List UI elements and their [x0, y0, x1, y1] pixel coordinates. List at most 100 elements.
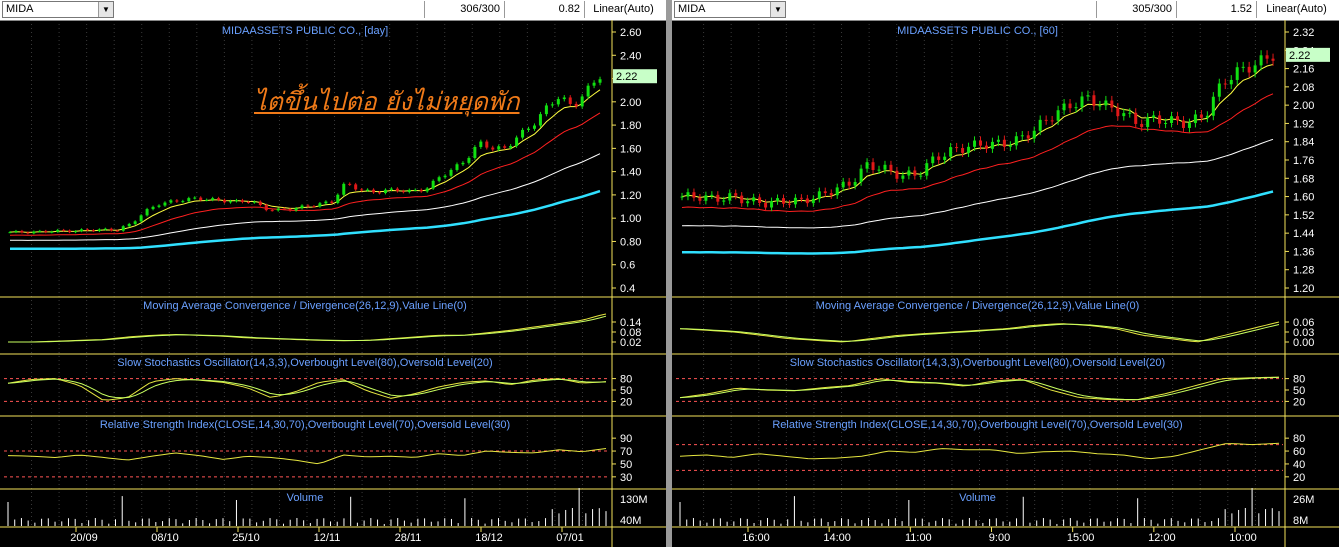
- candle-body: [598, 79, 602, 83]
- candle-body: [996, 139, 1000, 142]
- candle-body: [1241, 66, 1245, 68]
- candle-body: [919, 175, 923, 177]
- candle-body: [770, 201, 774, 208]
- candle-body: [1140, 123, 1144, 127]
- macd-tick-label: 0.14: [620, 317, 641, 329]
- candle-body: [38, 230, 42, 232]
- right-counter: 305/300: [1096, 1, 1176, 18]
- price-title: MIDAASSETS PUBLIC CO., [day]: [222, 25, 388, 37]
- price-tick-label: 1.84: [1293, 137, 1314, 149]
- candle-body: [1223, 83, 1227, 85]
- ma-long-line: [10, 189, 601, 251]
- rsi-tick-label: 30: [620, 472, 632, 484]
- candle-body: [865, 162, 869, 169]
- candle-body: [1199, 114, 1203, 118]
- candle-body: [223, 199, 227, 203]
- candle-body: [716, 194, 720, 202]
- candle-body: [85, 229, 89, 231]
- candle-body: [1211, 96, 1215, 116]
- candle-body: [461, 162, 465, 165]
- price-tick-label: 2.16: [1293, 64, 1314, 76]
- candle-body: [877, 169, 881, 171]
- candle-body: [895, 170, 899, 179]
- candle-body: [485, 141, 489, 148]
- candle-body: [973, 140, 977, 147]
- left-scale-mode[interactable]: Linear(Auto): [584, 1, 662, 18]
- left-symbol-select[interactable]: MIDA ▼: [2, 1, 114, 18]
- candle-body: [413, 189, 417, 191]
- candle-body: [853, 182, 857, 186]
- candle-body: [1074, 107, 1078, 109]
- candle-body: [1176, 116, 1180, 121]
- price-tick-label: 1.76: [1293, 155, 1314, 167]
- candle-body: [1152, 115, 1156, 118]
- price-tick-label: 1.44: [1293, 228, 1314, 240]
- ma-fast-line: [9, 89, 601, 233]
- candle-body: [139, 215, 143, 222]
- candle-body: [74, 231, 78, 233]
- candle-body: [979, 140, 982, 146]
- panel-divider[interactable]: [666, 0, 672, 547]
- candle-body: [205, 199, 209, 201]
- date-tick-label: 14:00: [823, 532, 851, 544]
- candle-body: [211, 198, 215, 200]
- candle-body: [758, 197, 762, 203]
- candle-body: [1026, 135, 1030, 139]
- left-chart-svg: 2.602.402.202.001.801.601.401.201.000.80…: [0, 20, 666, 547]
- price-tick-label: 0.6: [620, 260, 635, 272]
- candle-body: [871, 162, 875, 170]
- rsi-tick-label: 40: [1293, 459, 1305, 471]
- price-tick-label: 1.60: [620, 143, 641, 155]
- ma-short-line: [9, 112, 601, 236]
- candle-body: [710, 194, 714, 196]
- candle-body: [1146, 117, 1150, 127]
- ma-fast-line: [681, 64, 1274, 203]
- rsi-tick-label: 80: [1293, 433, 1305, 445]
- stoch-tick-label: 80: [620, 374, 632, 386]
- volume-title: Volume: [959, 492, 996, 504]
- right-symbol-select[interactable]: MIDA ▼: [674, 1, 786, 18]
- candle-body: [1008, 145, 1012, 147]
- candle-body: [509, 145, 513, 148]
- candle-body: [1253, 65, 1257, 73]
- macd-tick-label: 0.06: [1293, 317, 1314, 329]
- candle-body: [187, 198, 191, 202]
- candle-body: [949, 147, 953, 157]
- candle-body: [103, 228, 107, 230]
- last-price-box: [1286, 47, 1330, 62]
- candle-body: [467, 157, 471, 163]
- volume-tick-label: 8M: [1293, 515, 1308, 527]
- stoch-tick-label: 20: [620, 396, 632, 408]
- candle-body: [990, 141, 994, 149]
- candle-body: [937, 156, 941, 160]
- chevron-down-icon[interactable]: ▼: [770, 2, 785, 17]
- right-chart-svg: 2.322.242.162.082.001.921.841.761.681.60…: [672, 20, 1339, 547]
- candle-body: [163, 202, 167, 206]
- chevron-down-icon[interactable]: ▼: [98, 2, 113, 17]
- candle-body: [592, 82, 596, 86]
- candle-body: [722, 200, 726, 202]
- price-tick-label: 1.40: [620, 167, 641, 179]
- candle-body: [20, 230, 24, 233]
- right-scale-mode[interactable]: Linear(Auto): [1256, 1, 1336, 18]
- candle-body: [580, 96, 584, 107]
- candle-body: [1247, 66, 1251, 73]
- candle-body: [169, 200, 173, 203]
- last-price-label: 2.22: [1289, 50, 1310, 62]
- candle-body: [574, 103, 578, 107]
- candle-body: [799, 197, 803, 199]
- candle-body: [556, 99, 560, 105]
- date-tick-label: 20/09: [70, 532, 98, 544]
- macd-tick-label: 0.03: [1293, 327, 1314, 339]
- macd-tick-label: 0.00: [1293, 337, 1314, 349]
- price-tick-label: 1.00: [620, 213, 641, 225]
- price-tick-label: 2.40: [620, 50, 641, 62]
- rsi-tick-label: 50: [620, 459, 632, 471]
- candle-body: [1271, 58, 1275, 61]
- candle-body: [931, 156, 935, 164]
- candle-body: [240, 200, 244, 203]
- candle-body: [781, 198, 785, 204]
- candle-body: [157, 205, 161, 207]
- candle-body: [1181, 120, 1185, 128]
- macd-title: Moving Average Convergence / Divergence(…: [143, 300, 467, 312]
